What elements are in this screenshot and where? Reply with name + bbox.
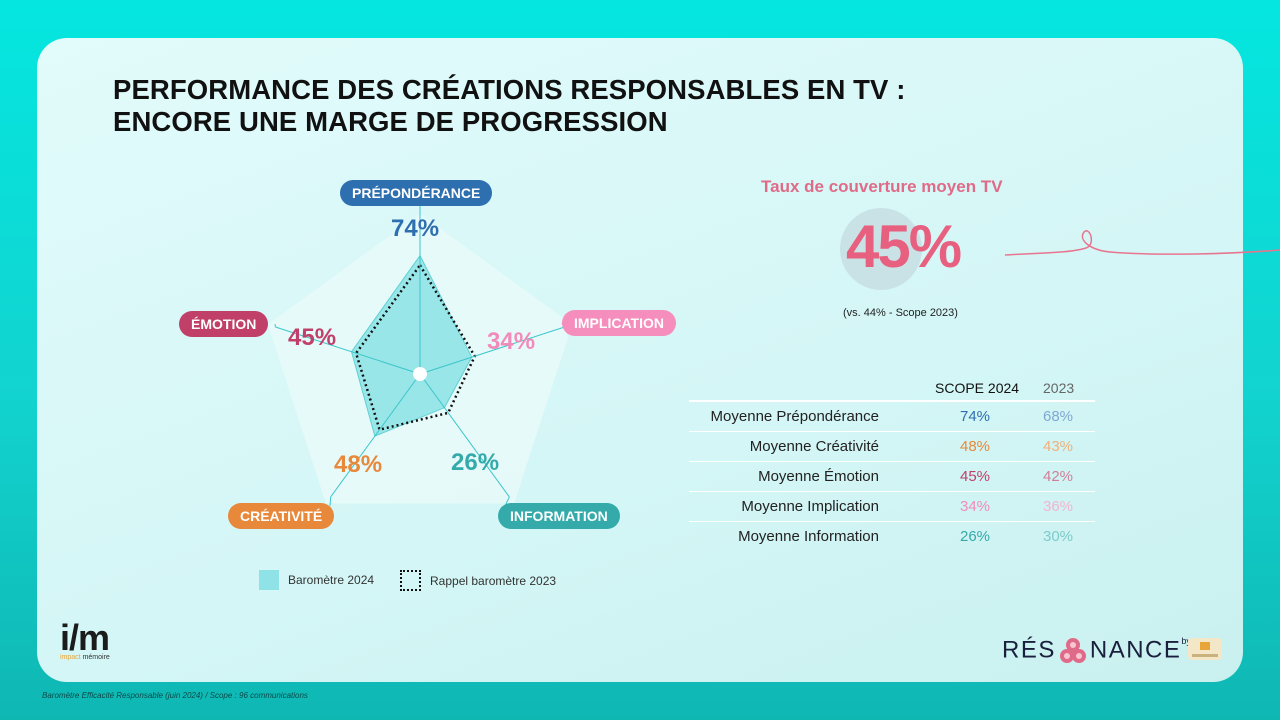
table-cell-2024: 45% xyxy=(960,468,991,485)
table-header-2024: SCOPE 2024 xyxy=(935,380,1020,396)
table-row: Moyenne Prépondérance 74% 68% xyxy=(689,401,1095,432)
table-row-label: Moyenne Émotion xyxy=(758,468,879,485)
radar-center-dot xyxy=(413,367,427,381)
table-cell-2024: 26% xyxy=(960,528,991,545)
radar-spoke xyxy=(330,373,421,498)
radar-leader-line xyxy=(329,496,332,507)
value-label-creativite: 48% xyxy=(334,451,383,478)
legend-swatch-2024 xyxy=(259,570,279,590)
partner-logo-icon xyxy=(1188,638,1222,660)
coverage-value: 45% xyxy=(846,213,962,280)
impact-memoire-logo-word-2: mémoire xyxy=(82,654,110,661)
table-row-label: Moyenne Information xyxy=(738,528,879,545)
value-label-implication: 34% xyxy=(487,328,536,355)
legend-label-2024: Baromètre 2024 xyxy=(288,573,375,587)
legend-item-2024: Baromètre 2024 xyxy=(259,570,374,590)
axis-label-implication: IMPLICATION xyxy=(562,310,676,336)
coverage-circle xyxy=(840,208,922,290)
table-row-label: Moyenne Créativité xyxy=(749,438,879,455)
axis-label-preponderance: PRÉPONDÉRANCE xyxy=(340,180,493,206)
impact-memoire-logo-mark: i/m xyxy=(60,617,110,658)
value-label-preponderance: 74% xyxy=(391,215,440,242)
coverage-note: (vs. 44% - Scope 2023) xyxy=(843,307,958,319)
title-line-2: ENCORE UNE MARGE DE PROGRESSION xyxy=(113,106,668,137)
table-cell-2024: 48% xyxy=(960,438,991,455)
radar-spoke xyxy=(419,326,565,375)
table-row: Moyenne Information 26% 30% xyxy=(689,521,1095,551)
table-row: Moyenne Implication 34% 36% xyxy=(689,491,1095,522)
legend-label-2023: Rappel baromètre 2023 xyxy=(430,573,557,588)
resonance-by: by xyxy=(1181,636,1191,646)
table-cell-2023: 36% xyxy=(1043,498,1074,515)
slide-card xyxy=(37,38,1243,682)
resonance-logo-part-2: NANCE xyxy=(1089,636,1182,664)
radar-spoke xyxy=(275,326,421,375)
coverage-label: Taux de couverture moyen TV xyxy=(761,177,1003,196)
table-cell-2023: 30% xyxy=(1043,528,1074,545)
table-cell-2023: 42% xyxy=(1043,468,1074,485)
footnote: Baromètre Efficacité Responsable (juin 2… xyxy=(42,691,308,700)
table-cell-2023: 68% xyxy=(1043,408,1074,425)
table-row: Moyenne Émotion 45% 42% xyxy=(689,461,1095,492)
axis-label-emotion: ÉMOTION xyxy=(179,311,269,337)
legend-item-2023: Rappel baromètre 2023 xyxy=(400,570,556,591)
title-line-1: PERFORMANCE DES CRÉATIONS RESPONSABLES E… xyxy=(113,74,906,105)
radar-spoke xyxy=(419,373,510,498)
page-title: PERFORMANCE DES CRÉATIONS RESPONSABLES E… xyxy=(113,74,906,138)
table-cell-2024: 34% xyxy=(960,498,991,515)
table-top-rule xyxy=(689,400,1095,402)
table-header-2023: 2023 xyxy=(1043,380,1075,396)
table-row-label: Moyenne Implication xyxy=(741,498,879,515)
value-label-information: 26% xyxy=(451,449,500,476)
impact-memoire-logo-word-1: impact xyxy=(60,654,81,661)
resonance-circles-icon xyxy=(1059,638,1086,663)
resonance-logo-part-1: RÉS xyxy=(1002,636,1056,664)
table-row: Moyenne Créativité 48% 43% xyxy=(689,431,1095,462)
table-row-label: Moyenne Prépondérance xyxy=(710,408,879,425)
table-cell-2023: 43% xyxy=(1043,438,1074,455)
legend-swatch-2023 xyxy=(400,570,421,591)
axis-label-creativite: CRÉATIVITÉ xyxy=(228,503,335,529)
decorative-squiggle xyxy=(1004,230,1280,256)
table-cell-2024: 74% xyxy=(960,408,991,425)
impact-memoire-logo: i/m impact mémoire xyxy=(60,617,110,662)
value-label-emotion: 45% xyxy=(288,324,337,351)
resonance-logo: RÉS NANCEby xyxy=(1002,636,1191,666)
radar-spokes-front xyxy=(275,222,565,498)
axis-label-information: INFORMATION xyxy=(498,503,620,529)
